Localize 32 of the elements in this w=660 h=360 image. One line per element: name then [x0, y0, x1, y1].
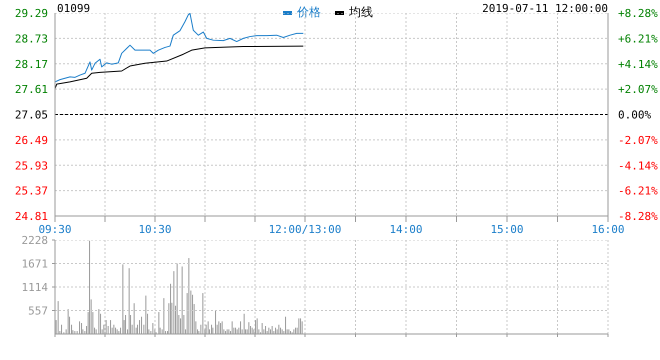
y-tick-label: 1671 — [22, 258, 48, 270]
text: +6.21% — [618, 32, 658, 46]
x-tick-label: 14:00 — [389, 223, 423, 236]
y-tick-label: 557 — [28, 304, 48, 318]
text: -4.14% — [618, 159, 658, 172]
y-tick-label: 28.73 — [14, 32, 48, 46]
text: -2.07% — [618, 134, 658, 147]
y-tick-label: 2228 — [22, 234, 48, 247]
text: +8.28% — [618, 7, 658, 20]
x-tick-label: 12:00/13:00 — [268, 223, 342, 236]
y-tick-label: 25.93 — [14, 159, 48, 172]
y-tick-label: 28.17 — [14, 58, 48, 71]
y-tick-label: 26.49 — [14, 134, 48, 147]
x-tick-label: 15:00 — [490, 223, 524, 236]
text: -6.21% — [618, 184, 658, 198]
y-tick-label: 29.29 — [14, 7, 48, 20]
y-tick-label: 27.05 — [14, 108, 48, 122]
legend-label: 价格 — [296, 4, 321, 21]
chart-title: 01099 — [57, 2, 90, 15]
x-tick-label: 16:00 — [591, 223, 625, 236]
legend-label: 均线 — [348, 4, 373, 21]
annotation: 2019-07-11 12:00:00 — [482, 2, 608, 15]
y-tick-label: 24.81 — [14, 210, 48, 223]
x-tick-label: 10:30 — [138, 223, 172, 236]
y-tick-label: 27.61 — [14, 83, 48, 96]
x-tick-label: 09:30 — [38, 223, 72, 236]
text: +2.07% — [618, 83, 658, 96]
text: -8.28% — [618, 210, 658, 223]
text: +4.14% — [618, 58, 658, 71]
text: 0.00% — [618, 108, 652, 122]
y-tick-label: 25.37 — [14, 184, 48, 198]
y-tick-label: 1114 — [22, 281, 48, 294]
